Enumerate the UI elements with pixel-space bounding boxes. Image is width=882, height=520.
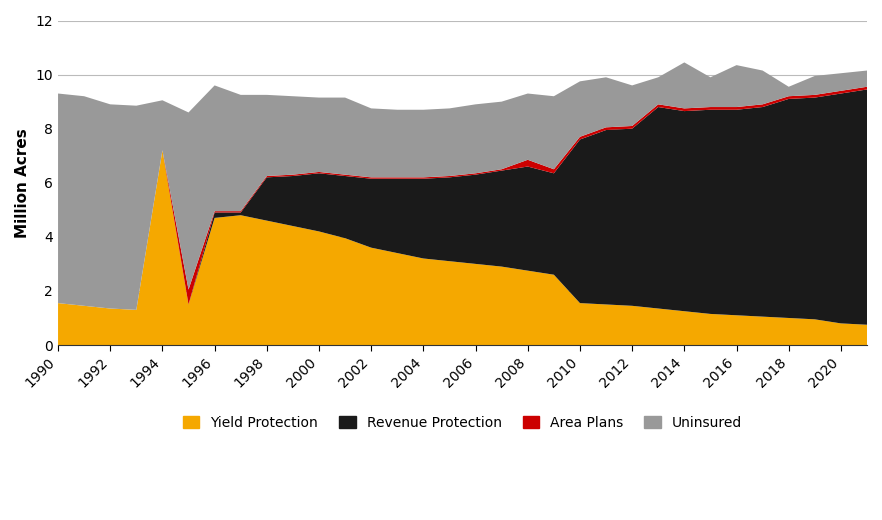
Legend: Yield Protection, Revenue Protection, Area Plans, Uninsured: Yield Protection, Revenue Protection, Ar…: [177, 410, 748, 435]
Y-axis label: Million Acres: Million Acres: [15, 128, 30, 238]
